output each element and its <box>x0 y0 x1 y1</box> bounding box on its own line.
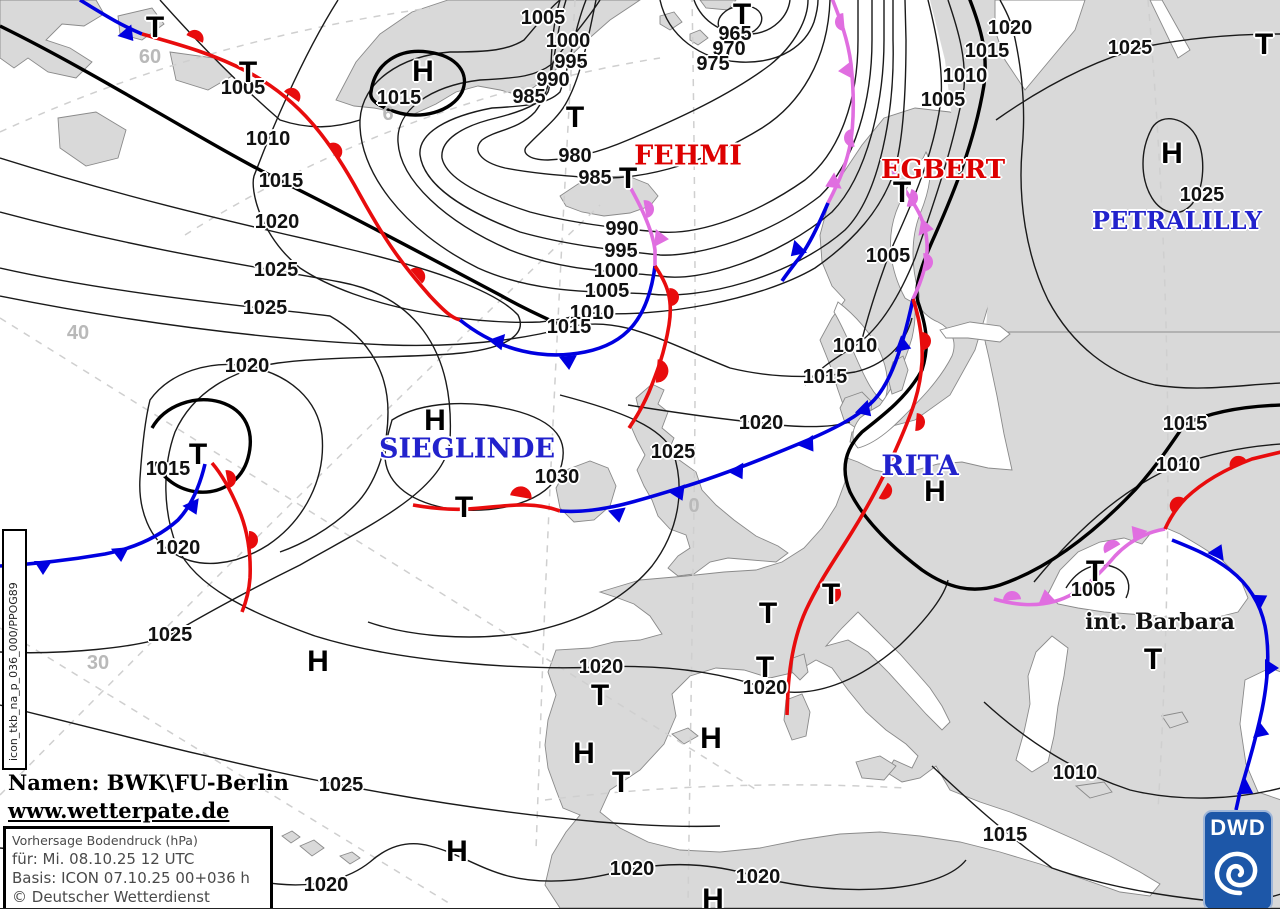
dwd-logo-text: DWD <box>1210 815 1266 840</box>
product-code-text: icon_tkb_na_p_036_000/PPOG89 <box>7 582 20 761</box>
info-product-line: Vorhersage Bodendruck (hPa) <box>12 833 198 848</box>
graticule <box>0 0 1169 906</box>
dwd-logo: DWD <box>1203 810 1273 911</box>
info-copyright-line: © Deutscher Wetterdienst <box>12 888 210 906</box>
spiral-icon <box>1214 851 1258 896</box>
info-valid-line: für: Mi. 08.10.25 12 UTC <box>12 850 195 868</box>
isobars-bold <box>0 0 1280 591</box>
info-basis-line: Basis: ICON 07.10.25 00+036 h <box>12 869 250 887</box>
product-code-box: icon_tkb_na_p_036_000/PPOG89 <box>2 529 27 770</box>
wetterpate-link[interactable]: www.wetterpate.de <box>8 798 230 823</box>
names-credit-line: Namen: BWK\FU-Berlin <box>8 770 289 795</box>
bottom-margin <box>0 908 1280 920</box>
islands <box>281 355 1189 865</box>
forecast-info-box: Vorhersage Bodendruck (hPa) für: Mi. 08.… <box>3 826 273 914</box>
